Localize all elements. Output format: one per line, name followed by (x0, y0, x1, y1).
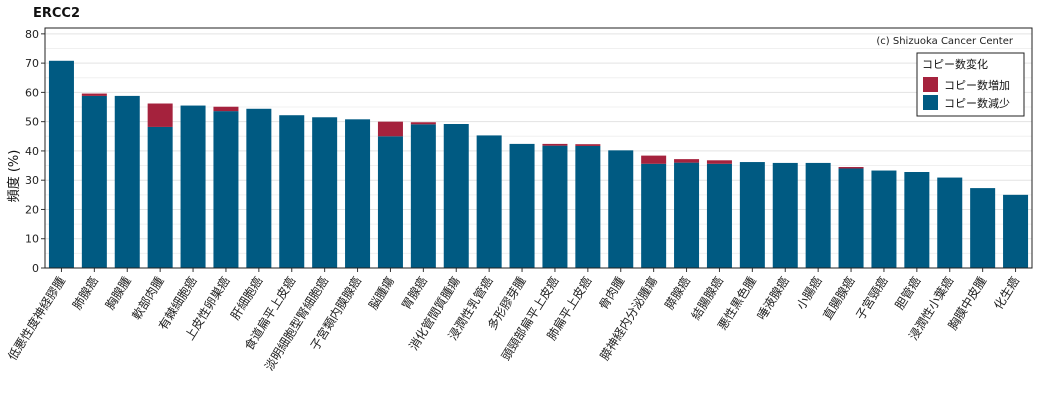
y-tick-label: 50 (25, 116, 39, 129)
bar-decrease (575, 145, 601, 268)
plot-frame (44, 27, 1033, 269)
bar-decrease (476, 135, 502, 268)
bar-decrease (81, 95, 107, 268)
bar-increase (410, 122, 436, 125)
bar-decrease (246, 108, 272, 268)
y-tick-label: 40 (25, 145, 39, 158)
x-tick-label: 脳腫瘍 (365, 274, 397, 312)
bar-increase (674, 159, 700, 163)
x-tick-label: 肝細胞癌 (227, 274, 265, 323)
y-tick-label: 30 (25, 174, 39, 187)
bar-decrease (509, 143, 535, 268)
x-tick-label: 膵神経内分泌腫瘍 (597, 274, 661, 363)
bar-decrease (904, 172, 930, 268)
legend-swatch (923, 77, 938, 92)
y-tick-label: 0 (32, 262, 39, 275)
x-tick-label: 小腸癌 (793, 274, 825, 312)
bar-decrease (674, 162, 700, 268)
x-tick-label: 軟部肉腫 (129, 274, 167, 323)
x-tick-label: 膵腺癌 (661, 274, 693, 312)
x-tick-label: 肺腺癌 (69, 274, 101, 312)
bar-increase (377, 121, 403, 137)
bar-increase (542, 143, 568, 146)
bar-decrease (345, 119, 371, 268)
bar-decrease (805, 162, 831, 268)
y-tick-label: 20 (25, 203, 39, 216)
x-tick-label: 化生癌 (990, 274, 1022, 312)
bar-decrease (542, 145, 568, 268)
x-tick-label: 結腸腺癌 (688, 274, 726, 323)
legend-label: コピー数減少 (944, 96, 1010, 110)
bar-decrease (970, 188, 996, 268)
x-tick-label: 胸腺腫 (102, 274, 134, 312)
bar-decrease (871, 170, 897, 268)
bar-decrease (772, 162, 798, 268)
y-tick-label: 70 (25, 57, 39, 70)
y-tick-label: 60 (25, 86, 39, 99)
bar-decrease (641, 163, 667, 268)
x-tick-label: 骨肉腫 (596, 274, 627, 312)
bar-decrease (213, 111, 239, 268)
bar-increase (706, 160, 732, 164)
bar-increase (641, 155, 667, 164)
bar-decrease (48, 60, 74, 268)
x-tick-label: 直腸腺癌 (819, 274, 857, 323)
y-tick-label: 80 (25, 28, 39, 41)
bar-decrease (377, 136, 403, 268)
x-tick-label: 胆管癌 (892, 274, 924, 312)
x-tick-label: 頭頸部扁平上皮癌 (498, 274, 562, 363)
bar-increase (147, 103, 173, 127)
bar-decrease (279, 115, 305, 268)
bar-decrease (312, 117, 338, 268)
bar-decrease (410, 124, 436, 268)
x-tick-label: 唾液腺癌 (754, 274, 792, 323)
legend-title: コピー数変化 (922, 57, 988, 71)
bar-decrease (608, 150, 634, 268)
legend-swatch (923, 95, 938, 110)
copyright-text: (c) Shizuoka Cancer Center (876, 36, 1014, 47)
y-tick-label: 10 (25, 233, 39, 246)
bar-decrease (739, 162, 765, 268)
bar-decrease (443, 124, 469, 268)
x-tick-label: 胃腺癌 (398, 274, 430, 312)
y-axis-label: 頻度 (%) (6, 150, 22, 203)
bar-decrease (114, 95, 140, 268)
x-tick-label: 低悪性度神経膠腫 (4, 274, 68, 363)
bar-decrease (1003, 194, 1029, 268)
bar-decrease (180, 105, 206, 268)
bar-decrease (937, 177, 963, 268)
x-tick-label: 子宮頸癌 (852, 274, 890, 323)
bar-increase (213, 106, 239, 112)
legend-label: コピー数増加 (944, 79, 1010, 92)
bar-decrease (838, 168, 864, 268)
bar-increase (838, 167, 864, 169)
bar-decrease (147, 126, 173, 269)
bar-increase (575, 144, 601, 146)
chart-title: ERCC2 (33, 6, 80, 21)
bar-decrease (706, 163, 732, 268)
bar-increase (81, 93, 107, 96)
